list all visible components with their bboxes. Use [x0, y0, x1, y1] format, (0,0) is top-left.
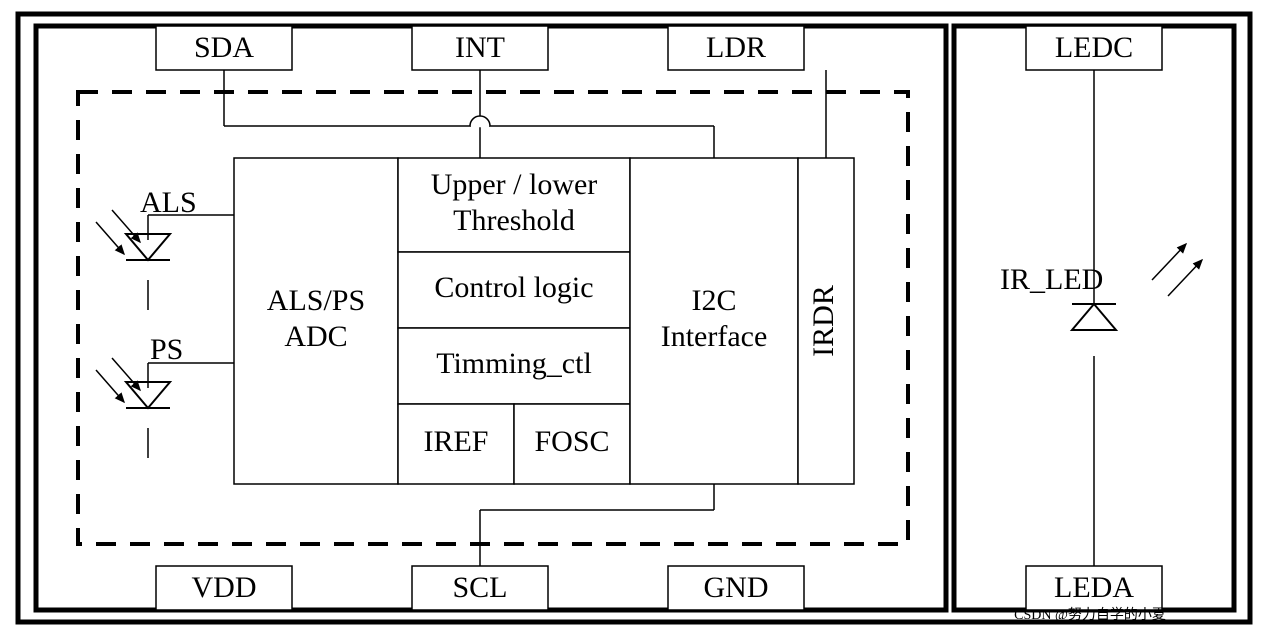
- block-i2c-label1: I2C: [692, 284, 737, 317]
- pin-scl-label: SCL: [452, 571, 507, 604]
- pin-vdd-label: VDD: [192, 571, 257, 604]
- pin-gnd-label: GND: [704, 571, 769, 604]
- block-ctrl-label: Control logic: [434, 271, 593, 304]
- block-iref-label: IREF: [423, 425, 488, 458]
- ps-label: PS: [150, 333, 183, 366]
- block-adc-label2: ADC: [284, 320, 347, 353]
- block-irdr-label: IRDR: [807, 285, 840, 357]
- block-timing-label: Timming_ctl: [436, 347, 592, 380]
- block-fosc-label: FOSC: [534, 425, 609, 458]
- block-threshold-label2: Threshold: [453, 204, 575, 237]
- pin-int-label: INT: [455, 31, 505, 64]
- watermark: CSDN @努力自学的小夏: [1014, 607, 1166, 623]
- block-diagram: SDA INT LDR VDD SCL GND LEDC LEDA ALS/PSADC Upper…: [0, 0, 1268, 639]
- als-label: ALS: [140, 186, 197, 219]
- pin-leda-label: LEDA: [1054, 571, 1134, 604]
- pin-ldr-label: LDR: [706, 31, 766, 64]
- block-threshold-label1: Upper / lower: [431, 168, 598, 201]
- pin-sda-label: SDA: [194, 31, 254, 64]
- ir-led-label: IR_LED: [1000, 263, 1103, 296]
- block-i2c-label2: Interface: [661, 320, 768, 353]
- block-adc-label1: ALS/PS: [267, 284, 365, 317]
- pin-ledc-label: LEDC: [1055, 31, 1133, 64]
